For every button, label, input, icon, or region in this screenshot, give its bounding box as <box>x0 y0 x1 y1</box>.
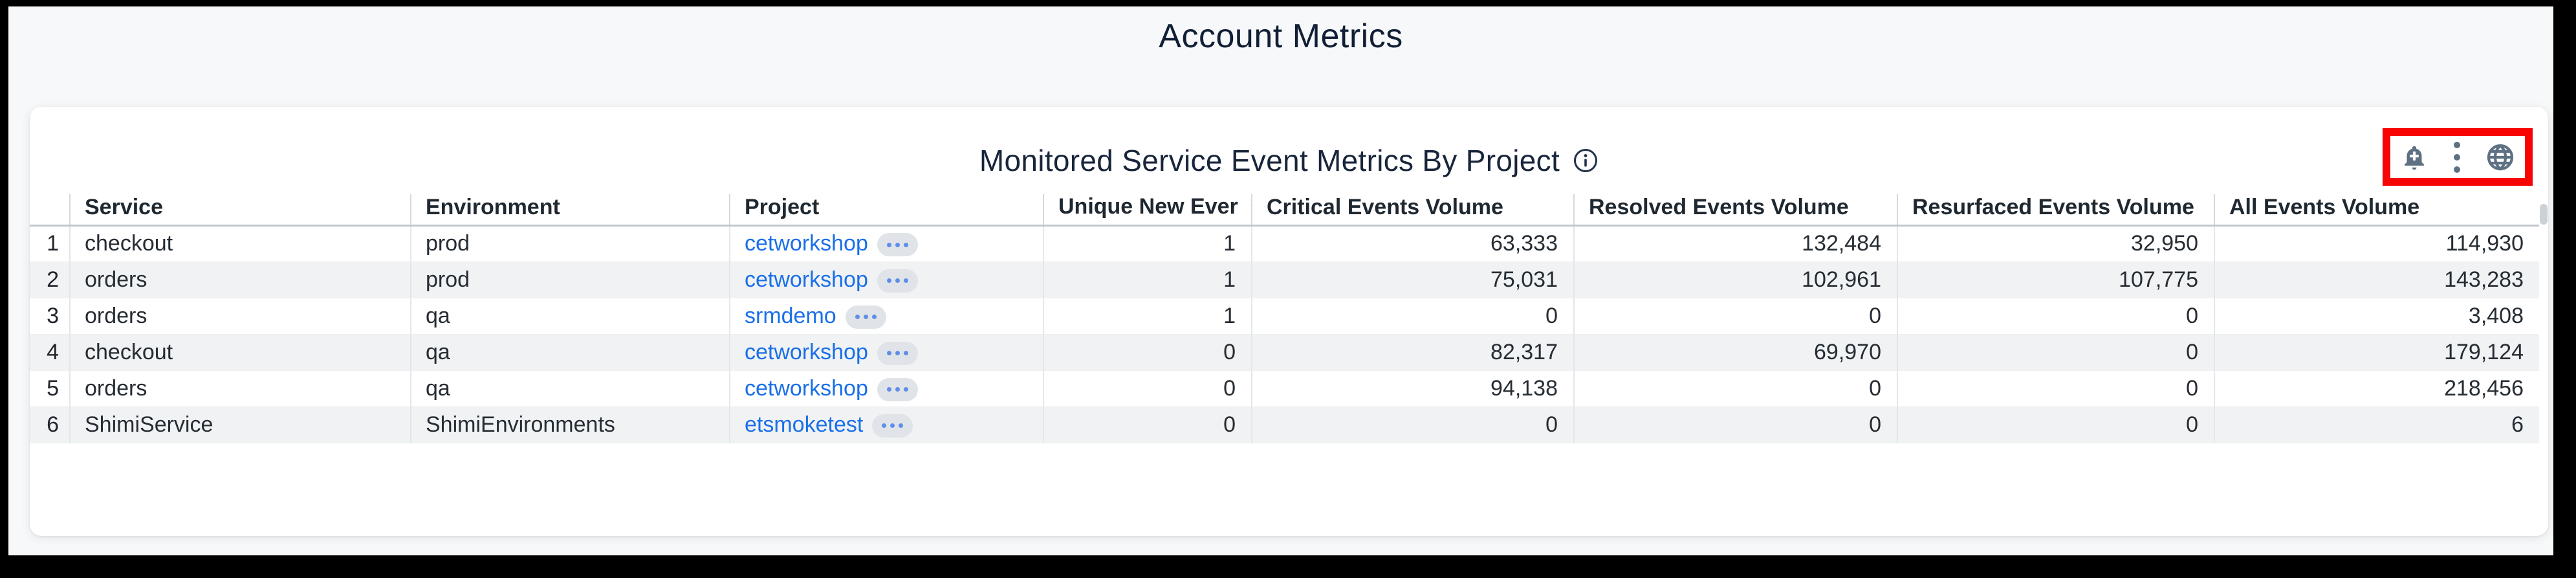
cell-critical: 63,333 <box>1251 225 1574 262</box>
table-row: 6 ShimiService ShimiEnvironments etsmoke… <box>30 406 2539 443</box>
row-index: 4 <box>30 334 70 371</box>
col-header-project[interactable]: Project <box>729 194 1043 227</box>
cell-all: 114,930 <box>2214 225 2539 262</box>
cell-service: orders <box>69 370 411 407</box>
cell-unique: 1 <box>1043 261 1252 298</box>
ellipsis-icon[interactable] <box>877 233 918 257</box>
cell-resurfaced: 0 <box>1897 298 2214 335</box>
ellipsis-icon[interactable] <box>872 414 913 438</box>
row-index: 3 <box>30 298 70 335</box>
project-link[interactable]: cetworkshop <box>745 231 868 256</box>
ellipsis-icon[interactable] <box>877 341 918 365</box>
cell-resolved: 102,961 <box>1573 261 1897 298</box>
table-row: 5 orders qa cetworkshop 0 94,138 0 0 218… <box>30 370 2539 407</box>
cell-environment: ShimiEnvironments <box>410 406 730 443</box>
cell-resolved: 0 <box>1573 298 1897 335</box>
cell-resurfaced: 0 <box>1897 406 2214 443</box>
header-row: Service Environment Project Unique New E… <box>30 194 2539 227</box>
cell-environment: prod <box>410 225 730 262</box>
ellipsis-icon[interactable] <box>877 377 918 401</box>
cell-unique: 0 <box>1043 406 1252 443</box>
globe-icon[interactable] <box>2485 142 2516 173</box>
cell-service: checkout <box>69 225 411 262</box>
cell-all: 218,456 <box>2214 370 2539 407</box>
cell-project: cetworkshop <box>729 334 1043 371</box>
cell-environment: qa <box>410 370 730 407</box>
cell-resolved: 0 <box>1573 370 1897 407</box>
dashboard-page: Account Metrics Monitored Service Event … <box>8 6 2553 555</box>
cell-environment: qa <box>410 334 730 371</box>
table-row: 1 checkout prod cetworkshop 1 63,333 132… <box>30 225 2539 262</box>
cell-critical: 0 <box>1251 406 1574 443</box>
cell-unique: 0 <box>1043 334 1252 371</box>
project-link[interactable]: cetworkshop <box>745 339 868 364</box>
col-header-all[interactable]: All Events Volume <box>2214 194 2539 227</box>
metrics-table: Service Environment Project Unique New E… <box>30 194 2539 443</box>
table-row: 2 orders prod cetworkshop 1 75,031 102,9… <box>30 261 2539 298</box>
row-index: 2 <box>30 261 70 298</box>
col-header-resolved[interactable]: Resolved Events Volume <box>1573 194 1897 227</box>
table-row: 4 checkout qa cetworkshop 0 82,317 69,97… <box>30 334 2539 371</box>
cell-project: cetworkshop <box>729 261 1043 298</box>
cell-service: checkout <box>69 334 411 371</box>
cell-critical: 0 <box>1251 298 1574 335</box>
col-header-critical[interactable]: Critical Events Volume <box>1251 194 1574 227</box>
table-row: 3 orders qa srmdemo 1 0 0 0 3,408 <box>30 298 2539 335</box>
chevron-down-icon[interactable] <box>1247 195 1252 221</box>
cell-critical: 94,138 <box>1251 370 1574 407</box>
col-header-resurfaced[interactable]: Resurfaced Events Volume <box>1897 194 2214 227</box>
vertical-scrollbar-thumb[interactable] <box>2540 204 2548 225</box>
cell-unique: 0 <box>1043 370 1252 407</box>
cell-resurfaced: 0 <box>1897 334 2214 371</box>
col-header-unique-new-ever[interactable]: Unique New Ever <box>1043 194 1252 227</box>
ellipsis-icon[interactable] <box>877 269 918 293</box>
info-icon[interactable] <box>1573 148 1599 173</box>
row-index: 6 <box>30 406 70 443</box>
cell-unique: 1 <box>1043 225 1252 262</box>
cell-project: cetworkshop <box>729 225 1043 262</box>
cell-critical: 75,031 <box>1251 261 1574 298</box>
cell-all: 179,124 <box>2214 334 2539 371</box>
annotation-highlight <box>2383 128 2533 186</box>
cell-resurfaced: 0 <box>1897 370 2214 407</box>
cell-service: orders <box>69 261 411 298</box>
cell-project: etsmoketest <box>729 406 1043 443</box>
cell-service: ShimiService <box>69 406 411 443</box>
cell-critical: 82,317 <box>1251 334 1574 371</box>
cell-resolved: 132,484 <box>1573 225 1897 262</box>
project-link[interactable]: srmdemo <box>745 303 836 328</box>
row-index: 1 <box>30 225 70 262</box>
cell-environment: prod <box>410 261 730 298</box>
cell-resurfaced: 32,950 <box>1897 225 2214 262</box>
project-link[interactable]: cetworkshop <box>745 375 868 401</box>
cell-project: cetworkshop <box>729 370 1043 407</box>
col-header-environment[interactable]: Environment <box>410 194 730 227</box>
add-alert-icon[interactable] <box>2399 142 2429 172</box>
ellipsis-icon[interactable] <box>845 305 886 329</box>
row-index-header <box>30 194 70 227</box>
row-index: 5 <box>30 370 70 407</box>
cell-unique: 1 <box>1043 298 1252 335</box>
project-link[interactable]: cetworkshop <box>745 267 868 292</box>
cell-resolved: 69,970 <box>1573 334 1897 371</box>
cell-all: 3,408 <box>2214 298 2539 335</box>
cell-all: 143,283 <box>2214 261 2539 298</box>
cell-resurfaced: 107,775 <box>1897 261 2214 298</box>
widget-title: Monitored Service Event Metrics By Proje… <box>979 144 1560 177</box>
col-header-service[interactable]: Service <box>69 194 411 227</box>
project-link[interactable]: etsmoketest <box>745 412 864 437</box>
cell-resolved: 0 <box>1573 406 1897 443</box>
cell-environment: qa <box>410 298 730 335</box>
page-title: Account Metrics <box>1159 17 1403 55</box>
cell-all: 6 <box>2214 406 2539 443</box>
cell-project: srmdemo <box>729 298 1043 335</box>
kebab-menu-icon[interactable] <box>2450 139 2464 175</box>
widget-header: Monitored Service Event Metrics By Proje… <box>30 143 2548 178</box>
cell-service: orders <box>69 298 411 335</box>
widget-card: Monitored Service Event Metrics By Proje… <box>30 107 2548 536</box>
